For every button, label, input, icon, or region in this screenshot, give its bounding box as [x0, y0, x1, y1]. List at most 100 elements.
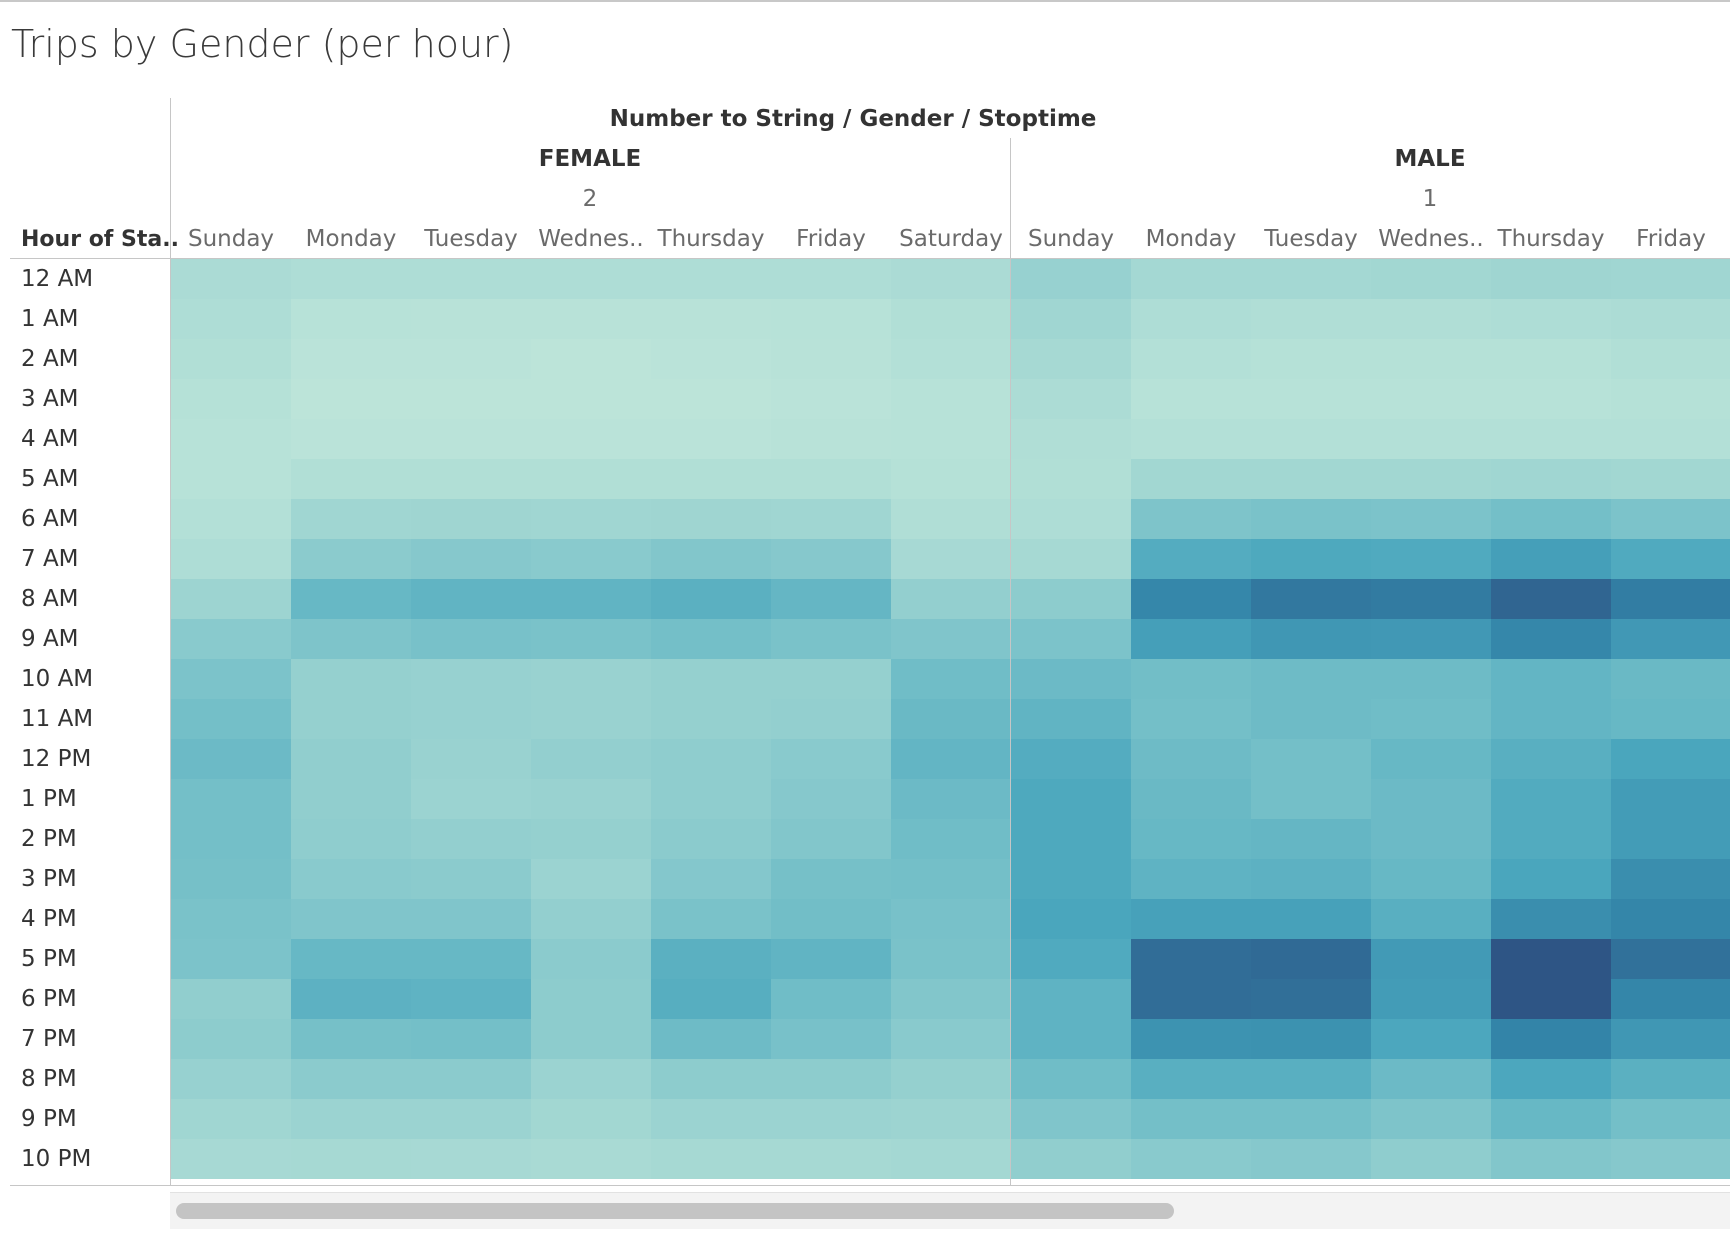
- heatmap-cell: [891, 779, 1011, 819]
- heatmap-cell: [531, 1059, 651, 1099]
- heatmap-cell: [171, 1139, 291, 1179]
- heatmap-cell: [411, 1139, 531, 1179]
- heatmap-cell: [1011, 1099, 1131, 1139]
- heatmap-cell: [651, 1059, 771, 1099]
- heatmap-cell: [1011, 1059, 1131, 1099]
- heatmap-cell: [1131, 299, 1251, 339]
- heatmap-cell: [1371, 739, 1491, 779]
- chart-title: Trips by Gender (per hour): [11, 22, 514, 66]
- heatmap-cell: [651, 579, 771, 619]
- heatmap-cell: [1611, 419, 1730, 459]
- heatmap-cell: [411, 579, 531, 619]
- heatmap-cell: [651, 939, 771, 979]
- heatmap-cell: [771, 659, 891, 699]
- heatmap-cell: [1131, 859, 1251, 899]
- heatmap-cell: [1251, 459, 1371, 499]
- heatmap-cell: [1611, 1139, 1730, 1179]
- heatmap-cell: [291, 739, 411, 779]
- heatmap-cell: [1611, 859, 1730, 899]
- heatmap-cell: [1011, 459, 1131, 499]
- heatmap-cell: [1611, 779, 1730, 819]
- heatmap-cell: [1131, 1059, 1251, 1099]
- heatmap-cell: [1611, 1099, 1730, 1139]
- heatmap-cell: [1131, 579, 1251, 619]
- heatmap-cell: [1131, 499, 1251, 539]
- heatmap-cell: [651, 659, 771, 699]
- heatmap-cell: [411, 1099, 531, 1139]
- heatmap-cell: [1491, 619, 1611, 659]
- heatmap-cell: [291, 859, 411, 899]
- heatmap-cell: [651, 1099, 771, 1139]
- heatmap-cell: [291, 259, 411, 299]
- row-label: 6 AM: [21, 506, 79, 532]
- heatmap-cell: [1251, 899, 1371, 939]
- heatmap-cell: [411, 1059, 531, 1099]
- heatmap-cell: [1011, 1139, 1131, 1179]
- group-label-female: FEMALE: [538, 146, 642, 172]
- heatmap-cell: [1371, 539, 1491, 579]
- heatmap-cell: [1371, 499, 1491, 539]
- heatmap-cell: [1491, 939, 1611, 979]
- heatmap-cell: [531, 459, 651, 499]
- row-label: 8 AM: [21, 586, 79, 612]
- heatmap-cell: [891, 619, 1011, 659]
- heatmap-cell: [651, 419, 771, 459]
- heatmap-cell: [1131, 459, 1251, 499]
- heatmap-cell: [171, 779, 291, 819]
- heatmap-cell: [1371, 979, 1491, 1019]
- heatmap-cell: [531, 859, 651, 899]
- heatmap-cell: [1491, 419, 1611, 459]
- heatmap-cell: [1011, 899, 1131, 939]
- heatmap-cell: [1011, 659, 1131, 699]
- heatmap-cell: [1371, 779, 1491, 819]
- horizontal-scrollbar-thumb[interactable]: [176, 1203, 1174, 1219]
- heatmap-cell: [1251, 419, 1371, 459]
- heatmap-cell: [891, 499, 1011, 539]
- heatmap-cell: [171, 339, 291, 379]
- heatmap-cell: [411, 299, 531, 339]
- heatmap-cell: [1491, 859, 1611, 899]
- row-label: 7 AM: [21, 546, 79, 572]
- heatmap-cell: [1131, 1019, 1251, 1059]
- column-label-female-3: Wednes..: [538, 226, 644, 252]
- heatmap-cell: [1251, 1059, 1371, 1099]
- heatmap-cell: [1611, 899, 1730, 939]
- heatmap-cell: [771, 299, 891, 339]
- heatmap-cell: [1611, 539, 1730, 579]
- heatmap-cell: [411, 659, 531, 699]
- heatmap-cell: [771, 859, 891, 899]
- row-label: 9 AM: [21, 626, 79, 652]
- heatmap-cell: [1251, 339, 1371, 379]
- heatmap-cell: [771, 739, 891, 779]
- heatmap-cell: [1491, 819, 1611, 859]
- heatmap-cell: [1371, 1139, 1491, 1179]
- row-label: 10 AM: [21, 666, 94, 692]
- heatmap-cell: [171, 899, 291, 939]
- heatmap-cell: [1251, 379, 1371, 419]
- heatmap-cell: [1491, 659, 1611, 699]
- heatmap-cell: [1131, 739, 1251, 779]
- heatmap-cell: [771, 619, 891, 659]
- heatmap-cell: [651, 899, 771, 939]
- heatmap-cell: [1011, 539, 1131, 579]
- heatmap-cell: [891, 1019, 1011, 1059]
- heatmap-cell: [891, 579, 1011, 619]
- heatmap-cell: [651, 259, 771, 299]
- heatmap-cell: [891, 339, 1011, 379]
- heatmap-cell: [1491, 499, 1611, 539]
- heatmap-cell: [1611, 299, 1730, 339]
- heatmap-cell: [1251, 819, 1371, 859]
- heatmap-cell: [531, 379, 651, 419]
- column-label-female-1: Monday: [305, 226, 397, 252]
- heatmap-cell: [1131, 979, 1251, 1019]
- heatmap-cell: [891, 259, 1011, 299]
- heatmap-cell: [771, 1019, 891, 1059]
- heatmap-cell: [1611, 499, 1730, 539]
- heatmap-cell: [171, 379, 291, 419]
- heatmap-cell: [291, 1099, 411, 1139]
- heatmap-cell: [891, 899, 1011, 939]
- heatmap-cell: [291, 379, 411, 419]
- heatmap-cell: [1251, 659, 1371, 699]
- row-label: 2 AM: [21, 346, 79, 372]
- heatmap-cell: [171, 659, 291, 699]
